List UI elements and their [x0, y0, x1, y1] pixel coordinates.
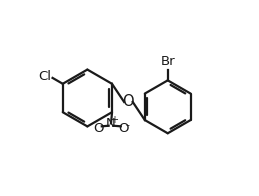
Text: +: + — [111, 115, 119, 125]
Text: O: O — [123, 94, 134, 109]
Text: Cl: Cl — [39, 70, 52, 83]
Text: O: O — [118, 122, 129, 135]
Text: Br: Br — [160, 55, 175, 68]
Text: O: O — [93, 122, 104, 135]
Text: -: - — [125, 121, 129, 131]
Text: N: N — [106, 117, 116, 130]
